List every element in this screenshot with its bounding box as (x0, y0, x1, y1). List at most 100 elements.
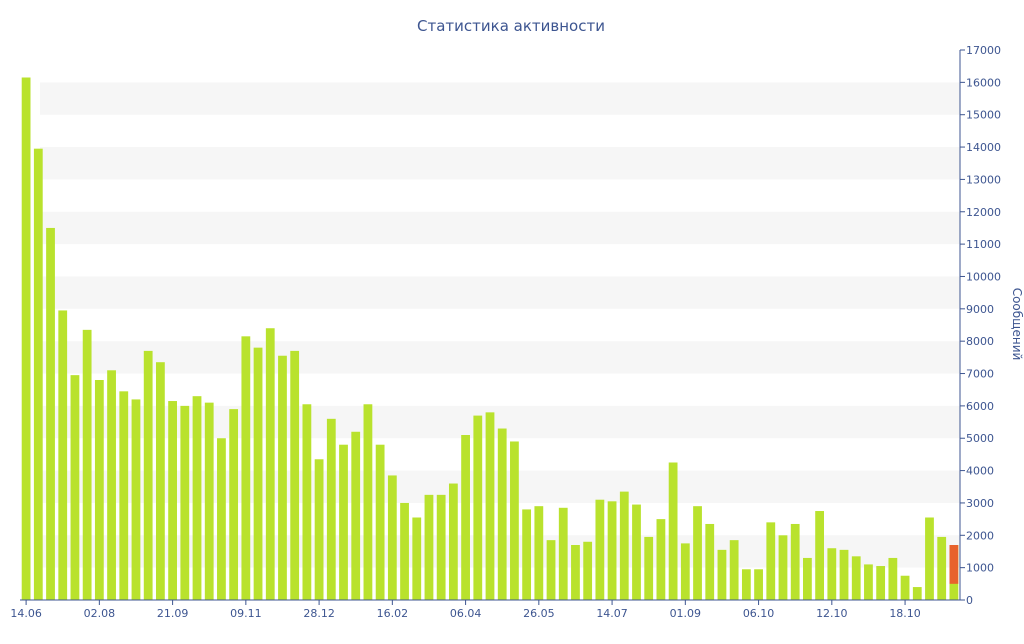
x-tick-label: 28.12 (303, 607, 335, 620)
bar (33, 148, 43, 601)
y-tick-label: 1000 (966, 562, 994, 575)
bar (815, 511, 825, 600)
bar (888, 557, 898, 600)
y-tick-label: 13000 (966, 173, 1001, 186)
bar (155, 362, 165, 600)
bar (839, 549, 849, 600)
bar (302, 404, 312, 600)
bar (729, 540, 739, 600)
bar (558, 507, 568, 600)
bar (192, 396, 202, 600)
bar (876, 566, 886, 600)
bar (58, 310, 68, 600)
bar (424, 494, 434, 600)
bar-series (21, 77, 959, 601)
x-tick-label: 06.10 (743, 607, 775, 620)
bar (656, 519, 666, 600)
grid-band (40, 147, 960, 180)
bar (351, 431, 361, 600)
bar (546, 540, 556, 600)
bar (912, 587, 922, 600)
y-tick-label: 4000 (966, 465, 994, 478)
x-tick-label: 18.10 (889, 607, 921, 620)
x-tick-label: 12.10 (816, 607, 848, 620)
bar (412, 517, 422, 600)
bar (278, 355, 287, 600)
y-tick-label: 15000 (966, 109, 1001, 122)
y-tick-label: 7000 (966, 368, 994, 381)
bar (241, 336, 251, 600)
grid-band (40, 276, 960, 309)
bar (290, 350, 300, 600)
bar (119, 391, 129, 600)
bar (510, 441, 519, 600)
y-tick-label: 10000 (966, 270, 1001, 283)
bar (131, 399, 141, 600)
bar (46, 227, 55, 601)
bar (937, 536, 947, 600)
bar (595, 499, 605, 600)
bar (741, 569, 751, 600)
bar (387, 475, 397, 600)
x-tick-label: 16.02 (377, 607, 409, 620)
grid-band (40, 341, 960, 374)
bar (94, 380, 104, 600)
y-tick-label: 12000 (966, 206, 1001, 219)
bar (217, 438, 226, 600)
x-axis: 14.06 02.08 21.09 09.11 28.12 16.02 06.04 26.05… (10, 599, 960, 620)
bar (803, 557, 812, 600)
bar (314, 459, 324, 600)
bar (668, 462, 678, 600)
x-tick-label: 14.06 (10, 607, 42, 620)
bar (229, 409, 239, 600)
bar (82, 329, 92, 600)
bar (705, 523, 715, 600)
y-tick-label: 0 (966, 594, 973, 607)
grid-band (40, 211, 960, 245)
bar (632, 504, 641, 600)
y-axis-label: Сообщений (1010, 288, 1024, 361)
bar (619, 491, 629, 600)
bar (693, 506, 702, 600)
grid-bands (40, 82, 960, 568)
bar (168, 401, 177, 600)
bar (70, 375, 80, 600)
chart-title: Статистика активности (417, 17, 605, 35)
bar (265, 328, 275, 600)
bar (851, 556, 861, 600)
bar (644, 536, 654, 600)
y-tick-label: 16000 (966, 76, 1001, 89)
grid-band (40, 82, 960, 115)
bar (326, 418, 336, 600)
bar (339, 444, 348, 600)
bar (778, 535, 788, 600)
bar (522, 509, 532, 600)
bar (571, 545, 580, 600)
bar (827, 548, 837, 600)
y-tick-label: 9000 (966, 303, 994, 316)
bar (717, 549, 727, 600)
y-axis: 0 1000 2000 3000 4000 5000 6000 7000 8000 9000 100… (959, 44, 1001, 607)
bar (766, 522, 776, 600)
bar (400, 502, 409, 600)
y-tick-label: 5000 (966, 432, 994, 445)
bar (180, 405, 190, 600)
x-tick-label: 09.11 (230, 607, 262, 620)
y-tick-label: 17000 (966, 44, 1001, 57)
y-tick-label: 11000 (966, 238, 1001, 251)
bar-highlight (949, 545, 959, 584)
bar (754, 569, 763, 600)
bar (448, 483, 458, 600)
x-tick-label: 01.09 (670, 607, 702, 620)
bar (473, 415, 483, 600)
bar (925, 517, 934, 600)
bar (107, 370, 116, 600)
y-tick-label: 8000 (966, 335, 994, 348)
bar (607, 501, 617, 600)
bar (363, 404, 373, 600)
bar (461, 435, 470, 600)
bar (143, 350, 153, 600)
y-tick-label: 6000 (966, 400, 994, 413)
